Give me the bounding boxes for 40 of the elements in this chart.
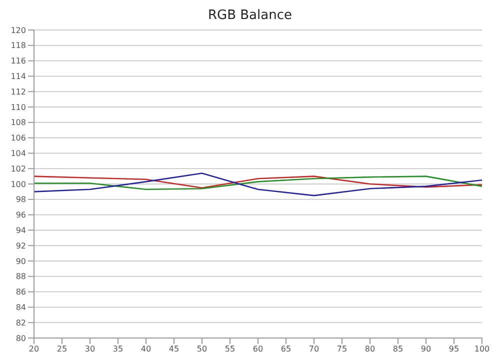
x-tick-label: 80 [364,344,376,354]
y-tick-label: 92 [16,241,26,250]
y-tick-label: 90 [16,256,26,266]
x-tick-label: 40 [140,344,152,354]
y-tick-label: 100 [10,180,26,189]
y-tick-label: 84 [16,303,26,312]
y-tick-label: 80 [16,334,26,343]
y-tick-label: 106 [10,134,26,143]
y-tick-label: 116 [10,56,26,66]
y-tick-label: 110 [10,102,26,112]
y-tick-label: 86 [16,288,26,297]
y-tick-label: 88 [16,272,26,282]
x-tick-label: 20 [28,344,40,354]
line-series [34,172,482,196]
y-tick-label: 108 [10,118,26,128]
x-tick-label: 25 [56,344,68,354]
y-tick-label: 104 [10,149,26,158]
y-tick-label: 102 [10,164,26,174]
x-tick-label: 55 [224,344,236,354]
x-tick-label: 65 [280,344,292,354]
y-tick-label: 118 [10,41,26,50]
y-tick-label: 120 [10,26,26,35]
y-tick-label: 96 [16,210,26,220]
x-tick-label: 90 [420,344,432,354]
x-tick-label: 35 [112,344,124,354]
y-tick-label: 98 [16,195,26,204]
x-tick-label: 50 [196,344,208,354]
x-tick-label: 85 [392,344,404,354]
x-tick-label: 30 [84,344,96,354]
x-tick-label: 95 [448,344,460,354]
y-tick-label: 94 [16,226,26,236]
x-tick-label: 100 [474,344,490,354]
y-tick-label: 82 [16,318,26,328]
x-tick-label: 45 [168,344,180,354]
y-tick-label: 114 [10,72,26,82]
x-tick-label: 70 [308,344,320,354]
x-tick-label: 60 [252,344,264,354]
chart-title: RGB Balance [206,8,293,25]
x-tick-label: 75 [336,344,348,354]
y-tick-label: 112 [10,87,26,96]
